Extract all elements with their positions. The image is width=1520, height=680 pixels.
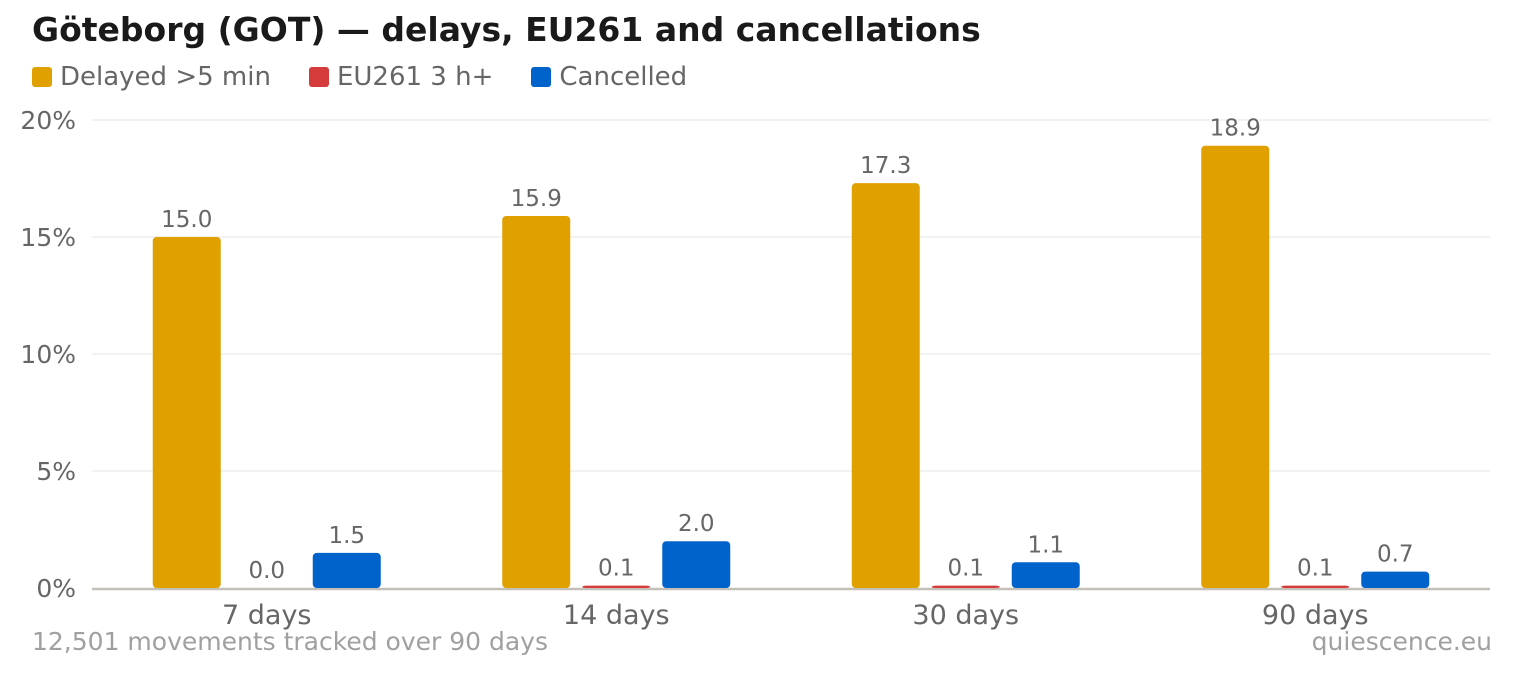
data-label: 0.1 <box>598 556 635 582</box>
y-tick-label: 15% <box>20 223 76 252</box>
data-label: 0.1 <box>947 556 984 582</box>
data-label: 0.1 <box>1297 556 1334 582</box>
data-label: 17.3 <box>860 153 911 179</box>
y-tick-label: 10% <box>20 340 76 369</box>
bars-layer <box>152 145 1430 589</box>
y-tick-label: 5% <box>36 457 76 486</box>
x-tick-label: 7 days <box>222 600 312 631</box>
data-label: 1.5 <box>328 523 365 549</box>
legend-swatch-delayed <box>32 67 52 87</box>
labels-layer: 0% 5% 10% 15% 20% 15.0 0.0 1.5 7 days 15.9 0.1 2.0 1… <box>20 106 1413 631</box>
data-label: 15.0 <box>161 207 212 233</box>
legend-item-eu261: EU261 3 h+ <box>308 62 494 92</box>
footer-source[interactable]: quiescence.eu <box>1311 627 1492 656</box>
bar[interactable] <box>582 585 651 588</box>
bar[interactable] <box>1281 585 1350 588</box>
data-label: 15.9 <box>511 186 562 212</box>
chart-legend: Delayed >5 min EU261 3 h+ Cancelled <box>32 60 725 94</box>
chart-title: Göteborg (GOT) — delays, EU261 and cance… <box>32 10 981 49</box>
grid-layer <box>92 119 1490 591</box>
bar[interactable] <box>931 585 1000 588</box>
bar[interactable] <box>1011 562 1080 588</box>
bar[interactable] <box>1361 571 1430 588</box>
data-label: 18.9 <box>1210 116 1261 142</box>
legend-swatch-cancelled <box>531 67 552 87</box>
y-tick-label: 0% <box>36 574 76 603</box>
legend-label-delayed: Delayed >5 min <box>60 62 271 92</box>
x-tick-label: 30 days <box>912 600 1019 631</box>
legend-label-eu261: EU261 3 h+ <box>336 62 494 92</box>
x-tick-label: 90 days <box>1262 600 1369 631</box>
legend-item-cancelled: Cancelled <box>531 62 687 92</box>
bar[interactable] <box>1201 145 1270 589</box>
x-tick-label: 14 days <box>563 600 670 631</box>
footer-note: 12,501 movements tracked over 90 days <box>32 627 548 656</box>
data-label: 0.0 <box>248 558 285 584</box>
legend-label-cancelled: Cancelled <box>559 62 688 92</box>
bar[interactable] <box>662 541 731 588</box>
data-label: 2.0 <box>678 511 715 537</box>
legend-item-delayed: Delayed >5 min <box>32 62 271 92</box>
y-tick-label: 20% <box>20 106 76 135</box>
data-label: 0.7 <box>1377 542 1414 568</box>
bar[interactable] <box>851 183 920 588</box>
bar[interactable] <box>152 237 221 588</box>
bar[interactable] <box>502 215 571 588</box>
legend-swatch-eu261 <box>308 67 329 87</box>
data-label: 1.1 <box>1027 532 1064 558</box>
bar[interactable] <box>312 552 381 588</box>
